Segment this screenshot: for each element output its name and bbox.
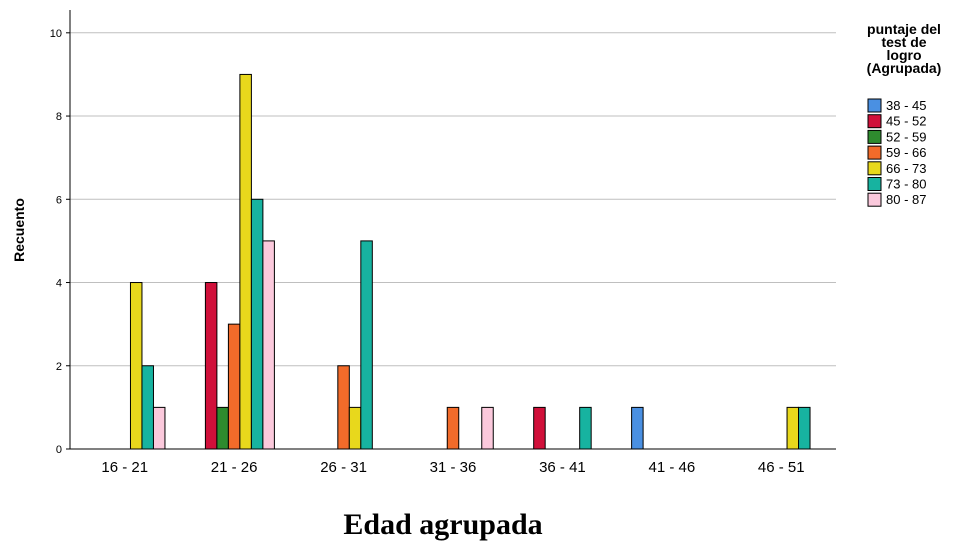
bar [798, 406, 811, 450]
bar [360, 240, 373, 450]
legend-entry-label: 59 - 66 [886, 145, 926, 160]
x-tick-label: 26 - 31 [320, 459, 367, 476]
y-tick-label: 6 [56, 194, 62, 206]
y-tick-label: 0 [56, 444, 62, 456]
legend-title-line: (Agrupada) [867, 60, 942, 76]
legend-entry-label: 73 - 80 [886, 177, 926, 192]
legend-entry-label: 38 - 45 [886, 98, 926, 113]
bar [216, 406, 229, 450]
bars [129, 73, 811, 450]
bar [141, 365, 154, 450]
bar [227, 323, 241, 450]
legend-swatch [867, 98, 882, 113]
bar [262, 240, 275, 450]
x-tick-label: 16 - 21 [101, 459, 148, 476]
y-tick-label: 2 [56, 361, 62, 373]
bar [348, 406, 362, 450]
y-axis-label: Recuento [11, 198, 27, 262]
gridlines [70, 32, 836, 367]
bar [239, 73, 252, 450]
y-tick-labels: 0 2 4 6 8 10 [50, 28, 70, 456]
x-tick-label: 36 - 41 [539, 459, 586, 476]
legend-entry-label: 52 - 59 [886, 129, 926, 144]
bar [446, 406, 460, 450]
bar [337, 365, 350, 450]
legend-swatch [867, 161, 882, 176]
legend-swatch [867, 177, 882, 191]
legend-entry-label: 66 - 73 [886, 161, 926, 176]
bar-chart: 0 2 4 6 8 10 16 - 21 21 - 26 26 - 31 31 - 36 36 -… [11, 10, 942, 476]
legend-title-line: test de [881, 34, 926, 50]
x-tick-labels: 16 - 21 21 - 26 26 - 31 31 - 36 36 - 41 41 - … [101, 459, 804, 476]
legend-swatch [867, 192, 882, 207]
legend-swatch [867, 114, 882, 129]
y-tick-label: 8 [56, 111, 62, 123]
axes [69, 10, 836, 450]
legend-title-line: logro [887, 47, 922, 63]
legend-entry-label: 80 - 87 [886, 192, 926, 207]
bar [129, 282, 143, 450]
bar [533, 406, 546, 450]
x-tick-label: 41 - 46 [649, 459, 696, 476]
bar [250, 198, 264, 450]
bar [481, 406, 494, 450]
legend-swatch [867, 129, 882, 144]
x-tick-label: 46 - 51 [758, 459, 805, 476]
x-tick-label: 21 - 26 [211, 459, 258, 476]
bar [786, 406, 800, 450]
y-tick-label: 4 [56, 278, 62, 290]
legend-entry-label: 45 - 52 [886, 114, 926, 129]
bar [204, 282, 218, 450]
legend-title-line: puntaje del [867, 21, 941, 37]
bar [579, 406, 592, 450]
legend-swatch [867, 145, 882, 160]
y-tick-label: 10 [50, 28, 62, 40]
x-axis-label: Edad agrupada [343, 508, 543, 541]
bar [152, 406, 166, 450]
bar [631, 406, 644, 450]
x-tick-label: 31 - 36 [430, 459, 477, 476]
